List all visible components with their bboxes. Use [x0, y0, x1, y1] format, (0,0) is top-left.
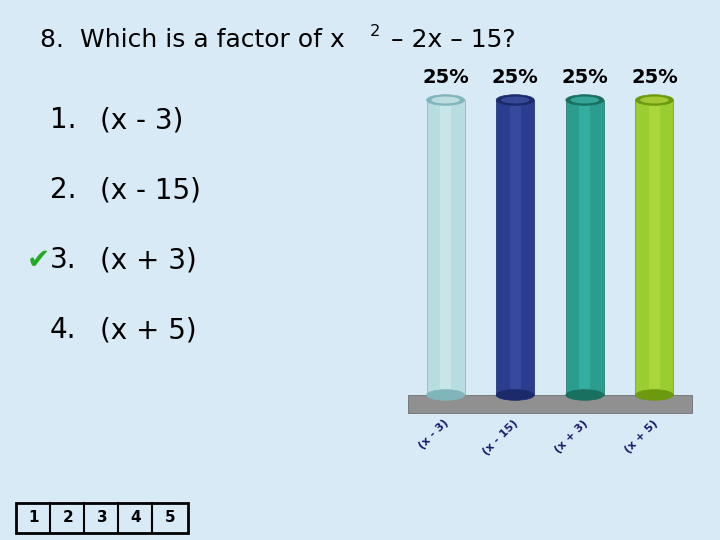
Text: (x + 5): (x + 5) [623, 418, 660, 455]
Text: 5: 5 [165, 510, 175, 525]
Ellipse shape [570, 97, 599, 104]
Text: (x + 5): (x + 5) [100, 316, 197, 344]
Polygon shape [496, 100, 534, 395]
Polygon shape [408, 395, 693, 413]
Text: 2: 2 [370, 24, 380, 39]
Text: (x - 3): (x - 3) [100, 106, 184, 134]
Text: (x - 3): (x - 3) [417, 418, 451, 451]
Text: 25%: 25% [422, 68, 469, 87]
Ellipse shape [496, 94, 534, 105]
Text: 8.  Which is a factor of x: 8. Which is a factor of x [40, 28, 345, 52]
Ellipse shape [640, 97, 669, 104]
FancyBboxPatch shape [16, 503, 188, 533]
Bar [649, 100, 660, 395]
Text: 2: 2 [63, 510, 73, 525]
Ellipse shape [635, 390, 673, 400]
Text: 25%: 25% [631, 68, 678, 87]
Text: 3: 3 [96, 510, 107, 525]
Text: 25%: 25% [492, 68, 539, 87]
Ellipse shape [566, 390, 604, 400]
Ellipse shape [426, 390, 464, 400]
Text: 4.: 4. [50, 316, 76, 344]
Ellipse shape [635, 94, 673, 105]
Polygon shape [635, 100, 673, 395]
Polygon shape [566, 100, 604, 395]
Text: ✔: ✔ [27, 246, 50, 274]
Text: – 2x – 15?: – 2x – 15? [383, 28, 516, 52]
Text: (x - 15): (x - 15) [481, 418, 521, 457]
Text: (x + 3): (x + 3) [100, 246, 197, 274]
Text: (x - 15): (x - 15) [100, 176, 201, 204]
Ellipse shape [431, 97, 460, 104]
Text: 1: 1 [29, 510, 40, 525]
Text: 2.: 2. [50, 176, 76, 204]
Text: (x + 3): (x + 3) [553, 418, 590, 455]
Ellipse shape [501, 97, 529, 104]
Text: 3.: 3. [50, 246, 76, 274]
Ellipse shape [426, 94, 464, 105]
Bar [510, 100, 521, 395]
Text: 4: 4 [131, 510, 141, 525]
Bar [440, 100, 451, 395]
Bar [579, 100, 590, 395]
Ellipse shape [566, 94, 604, 105]
Text: 1.: 1. [50, 106, 76, 134]
Text: 25%: 25% [562, 68, 608, 87]
Ellipse shape [496, 390, 534, 400]
Polygon shape [426, 100, 464, 395]
